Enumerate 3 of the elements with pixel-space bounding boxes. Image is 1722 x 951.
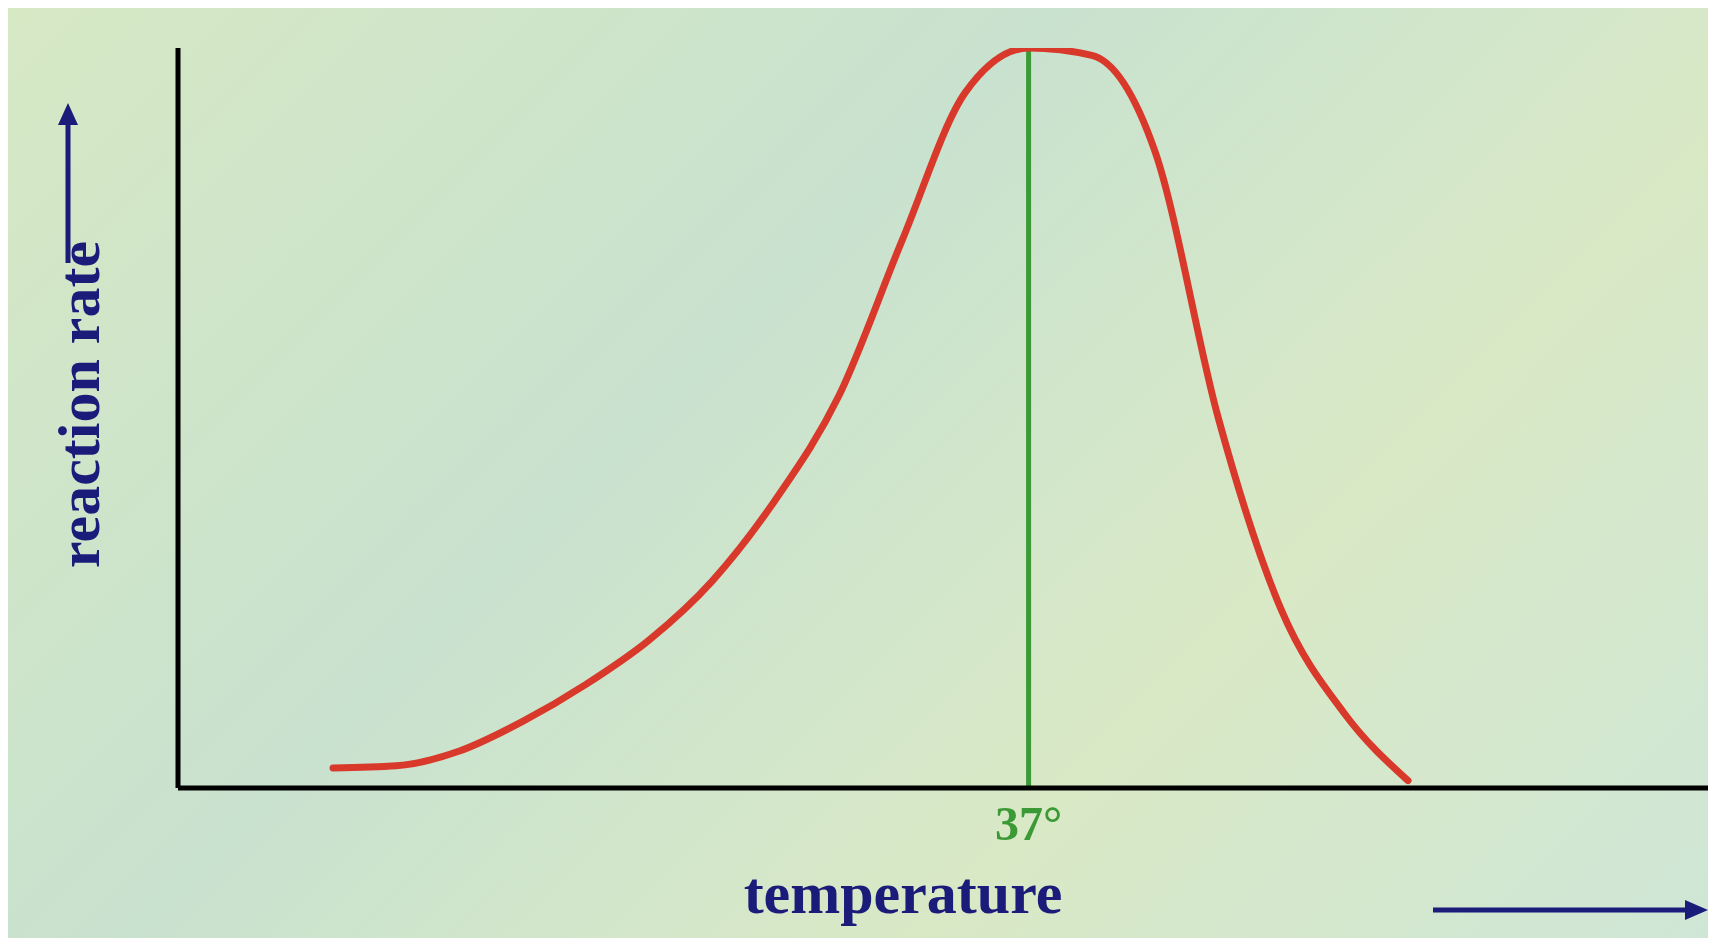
y-axis-title: reaction rate: [46, 240, 113, 568]
text: 37°: [994, 797, 1063, 851]
x-axis-title: temperature: [743, 860, 1063, 926]
